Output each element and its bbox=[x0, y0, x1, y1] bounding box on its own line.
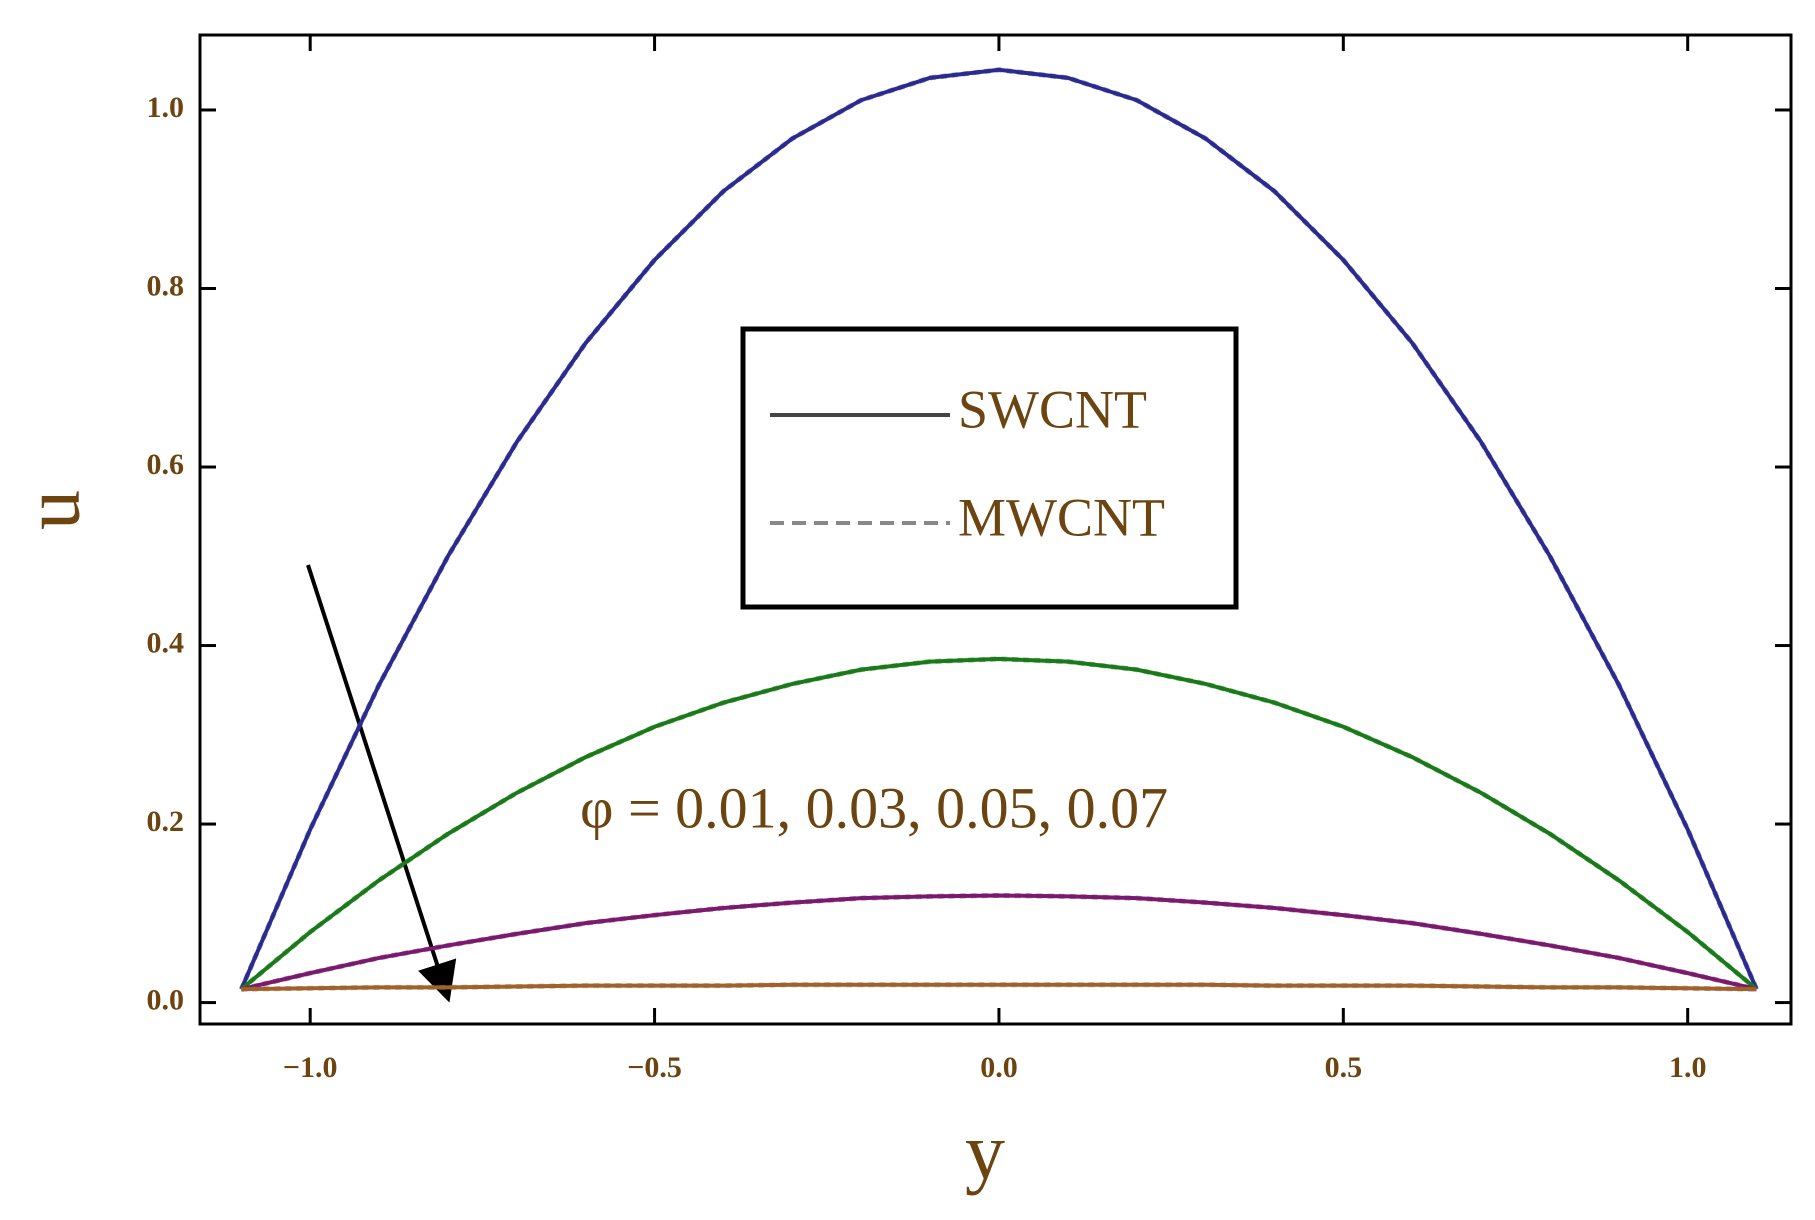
legend-box bbox=[740, 326, 1239, 610]
annotation: φ = 0.01, 0.03, 0.05, 0.07 bbox=[580, 775, 1168, 840]
x-axis-label: y bbox=[965, 1108, 1005, 1196]
plot-frame bbox=[198, 33, 1793, 1026]
series-line-dashed bbox=[239, 67, 1759, 991]
legend: SWCNT MWCNT bbox=[770, 379, 1165, 547]
series-line bbox=[241, 982, 1757, 992]
y-tick-label: 1.0 bbox=[147, 91, 185, 124]
arrow bbox=[306, 564, 457, 1003]
y-tick-label: 0.8 bbox=[147, 269, 185, 302]
x-tick-label: 0.5 bbox=[1325, 1051, 1363, 1084]
x-tick-label: −0.5 bbox=[627, 1051, 682, 1084]
series-line-dashed bbox=[239, 656, 1759, 992]
y-axis-label: u bbox=[8, 490, 96, 530]
legend-label: SWCNT bbox=[958, 379, 1147, 439]
legend-label: MWCNT bbox=[958, 487, 1165, 547]
x-tick-label: 0.0 bbox=[980, 1051, 1018, 1084]
series-line-dashed bbox=[240, 892, 1758, 992]
y-tick-label: 0.0 bbox=[147, 983, 185, 1016]
y-tick-label: 0.2 bbox=[147, 805, 185, 838]
y-tick-label: 0.4 bbox=[147, 626, 185, 659]
x-tick-label: −1.0 bbox=[283, 1051, 338, 1084]
x-tick-label: 1.0 bbox=[1669, 1051, 1707, 1084]
y-tick-label: 0.6 bbox=[147, 448, 185, 481]
